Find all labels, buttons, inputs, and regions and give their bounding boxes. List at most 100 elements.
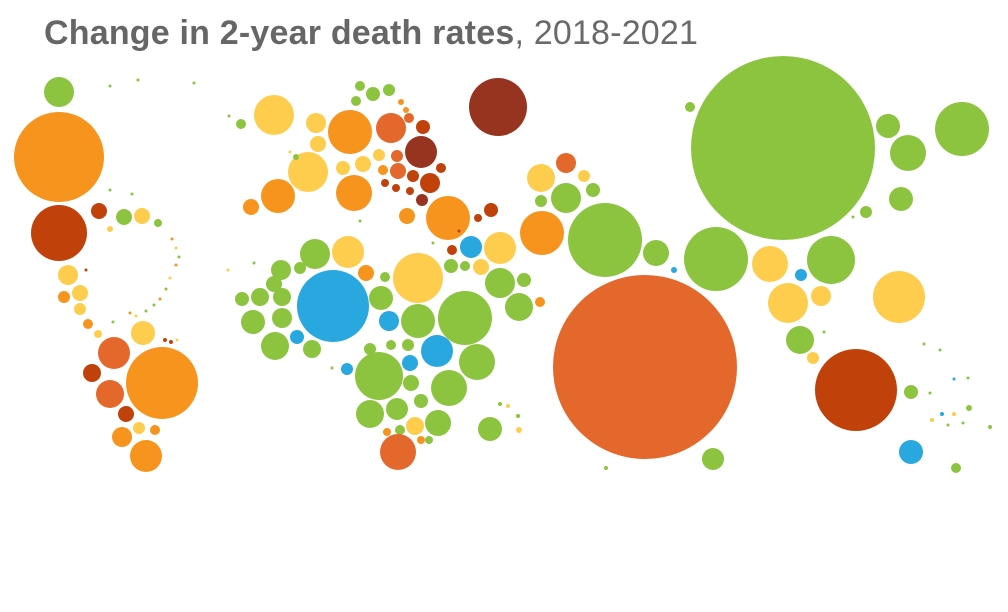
country-bubble[interactable] xyxy=(144,309,148,313)
country-bubble[interactable] xyxy=(505,293,533,321)
country-bubble[interactable] xyxy=(58,265,78,285)
country-bubble[interactable] xyxy=(860,206,872,218)
country-bubble[interactable] xyxy=(303,340,321,358)
country-bubble[interactable] xyxy=(457,229,461,233)
country-bubble[interactable] xyxy=(130,192,134,196)
country-bubble[interactable] xyxy=(811,286,831,306)
country-bubble[interactable] xyxy=(72,285,88,301)
country-bubble[interactable] xyxy=(469,78,527,136)
country-bubble[interactable] xyxy=(175,338,179,342)
country-bubble[interactable] xyxy=(417,436,425,444)
country-bubble[interactable] xyxy=(395,425,405,435)
country-bubble[interactable] xyxy=(330,366,334,370)
country-bubble[interactable] xyxy=(252,261,256,265)
country-bubble[interactable] xyxy=(254,95,294,135)
country-bubble[interactable] xyxy=(310,136,326,152)
country-bubble[interactable] xyxy=(351,96,361,106)
country-bubble[interactable] xyxy=(130,440,162,472)
country-bubble[interactable] xyxy=(604,466,608,470)
country-bubble[interactable] xyxy=(290,330,304,344)
country-bubble[interactable] xyxy=(478,417,502,441)
country-bubble[interactable] xyxy=(83,364,101,382)
country-bubble[interactable] xyxy=(966,376,970,380)
country-bubble[interactable] xyxy=(126,347,198,419)
country-bubble[interactable] xyxy=(556,153,576,173)
country-bubble[interactable] xyxy=(498,402,502,406)
country-bubble[interactable] xyxy=(150,425,160,435)
country-bubble[interactable] xyxy=(407,170,419,182)
country-bubble[interactable] xyxy=(112,427,132,447)
country-bubble[interactable] xyxy=(152,303,156,307)
country-bubble[interactable] xyxy=(328,110,372,154)
country-bubble[interactable] xyxy=(643,240,669,266)
country-bubble[interactable] xyxy=(300,239,330,269)
country-bubble[interactable] xyxy=(671,267,677,273)
country-bubble[interactable] xyxy=(251,288,269,306)
country-bubble[interactable] xyxy=(444,259,458,273)
country-bubble[interactable] xyxy=(922,342,926,346)
country-bubble[interactable] xyxy=(535,297,545,307)
country-bubble[interactable] xyxy=(94,330,102,338)
country-bubble[interactable] xyxy=(379,311,399,331)
country-bubble[interactable] xyxy=(416,120,430,134)
country-bubble[interactable] xyxy=(553,275,737,459)
country-bubble[interactable] xyxy=(404,113,414,123)
country-bubble[interactable] xyxy=(516,427,522,433)
country-bubble[interactable] xyxy=(346,110,356,120)
country-bubble[interactable] xyxy=(421,335,453,367)
country-bubble[interactable] xyxy=(355,352,403,400)
country-bubble[interactable] xyxy=(177,255,181,259)
country-bubble[interactable] xyxy=(164,287,168,291)
country-bubble[interactable] xyxy=(273,288,291,306)
country-bubble[interactable] xyxy=(84,268,88,272)
country-bubble[interactable] xyxy=(786,326,814,354)
country-bubble[interactable] xyxy=(386,398,408,420)
country-bubble[interactable] xyxy=(876,114,900,138)
country-bubble[interactable] xyxy=(293,154,299,160)
country-bubble[interactable] xyxy=(399,208,415,224)
country-bubble[interactable] xyxy=(332,236,364,268)
country-bubble[interactable] xyxy=(355,156,371,172)
country-bubble[interactable] xyxy=(272,308,292,328)
country-bubble[interactable] xyxy=(266,276,282,292)
country-bubble[interactable] xyxy=(402,339,414,351)
country-bubble[interactable] xyxy=(822,330,826,334)
country-bubble[interactable] xyxy=(420,173,440,193)
country-bubble[interactable] xyxy=(393,253,443,303)
country-bubble[interactable] xyxy=(108,188,112,192)
country-bubble[interactable] xyxy=(890,135,926,171)
country-bubble[interactable] xyxy=(243,199,259,215)
country-bubble[interactable] xyxy=(436,163,446,173)
country-bubble[interactable] xyxy=(241,310,265,334)
country-bubble[interactable] xyxy=(261,332,289,360)
country-bubble[interactable] xyxy=(485,268,515,298)
country-bubble[interactable] xyxy=(116,209,132,225)
country-bubble[interactable] xyxy=(484,232,516,264)
country-bubble[interactable] xyxy=(405,136,437,168)
country-bubble[interactable] xyxy=(390,163,406,179)
country-bubble[interactable] xyxy=(169,340,173,344)
country-bubble[interactable] xyxy=(928,391,932,395)
country-bubble[interactable] xyxy=(133,422,145,434)
country-bubble[interactable] xyxy=(336,175,372,211)
country-bubble[interactable] xyxy=(131,321,155,345)
country-bubble[interactable] xyxy=(358,219,362,223)
country-bubble[interactable] xyxy=(96,380,124,408)
country-bubble[interactable] xyxy=(402,355,418,371)
country-bubble[interactable] xyxy=(134,208,150,224)
country-bubble[interactable] xyxy=(815,349,897,431)
country-bubble[interactable] xyxy=(227,114,231,118)
country-bubble[interactable] xyxy=(988,425,992,429)
country-bubble[interactable] xyxy=(684,227,748,291)
country-bubble[interactable] xyxy=(128,311,132,315)
country-bubble[interactable] xyxy=(946,423,950,427)
country-bubble[interactable] xyxy=(938,348,942,352)
country-bubble[interactable] xyxy=(261,179,295,213)
country-bubble[interactable] xyxy=(889,187,913,211)
country-bubble[interactable] xyxy=(44,77,74,107)
country-bubble[interactable] xyxy=(535,195,547,207)
country-bubble[interactable] xyxy=(355,81,365,91)
country-bubble[interactable] xyxy=(288,150,292,154)
country-bubble[interactable] xyxy=(403,375,419,391)
country-bubble[interactable] xyxy=(406,187,414,195)
